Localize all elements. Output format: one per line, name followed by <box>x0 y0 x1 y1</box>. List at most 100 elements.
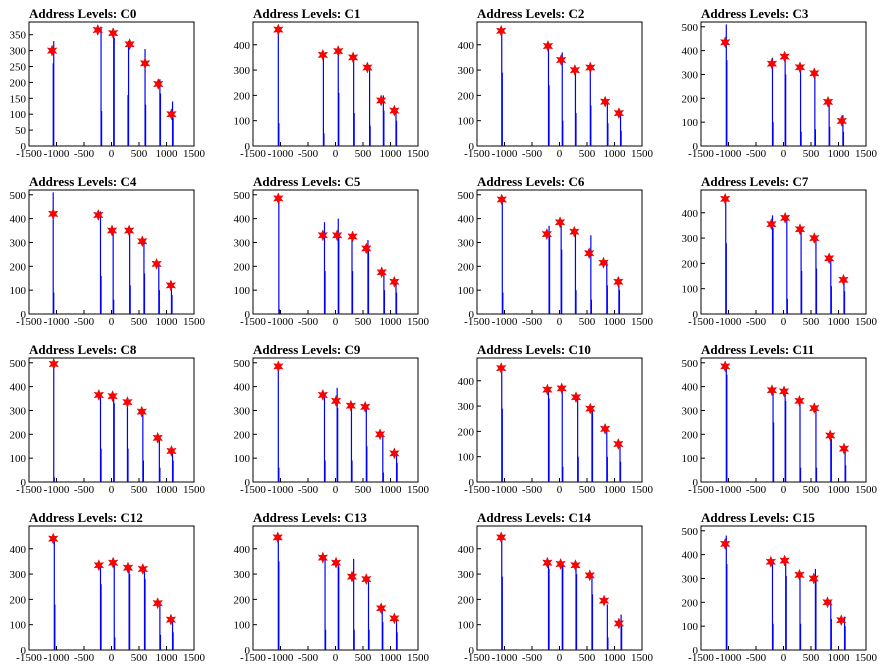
chart-title: Address Levels: C2 <box>477 6 585 21</box>
x-tick-label: -500 <box>746 316 767 328</box>
peak-marker <box>272 531 283 544</box>
x-tick-label: 0 <box>333 484 339 496</box>
peak-marker <box>317 229 329 242</box>
y-tick-label: 100 <box>682 453 699 465</box>
x-tick-label: -1500 <box>688 316 714 328</box>
x-tick-label: 0 <box>781 148 787 160</box>
y-tick-label: 100 <box>458 620 475 632</box>
y-tick-label: 100 <box>682 621 699 633</box>
chart-panel: Address Levels: C6 0 100 200 300 400 500 -1500-… <box>448 168 672 336</box>
y-tick-label: 300 <box>10 569 27 581</box>
x-tick-label: 1000 <box>156 484 179 496</box>
peak-marker <box>107 27 119 40</box>
y-tick-label: 100 <box>682 284 699 296</box>
chart-title: Address Levels: C6 <box>477 174 585 189</box>
y-tick-label: 250 <box>10 62 27 74</box>
y-tick-label: 300 <box>234 569 251 581</box>
x-tick-label: -1000 <box>492 652 518 664</box>
x-tick-label: -1500 <box>464 652 490 664</box>
peak-marker <box>389 275 400 288</box>
peak-marker <box>106 224 118 237</box>
y-tick-label: 400 <box>10 382 27 394</box>
y-tick-label: 400 <box>234 382 251 394</box>
chart-panel: Address Levels: C7 0 100 200 300 400 -1500 -100… <box>672 168 896 336</box>
x-tick-label: -1500 <box>16 652 42 664</box>
x-tick-label: 1000 <box>380 148 403 160</box>
x-tick-label: 0 <box>557 484 563 496</box>
chart-svg: 0 100 200 300 400 -1500 -1000 -500 0 500 1000 1500 <box>234 525 430 664</box>
y-tick-label: 500 <box>234 358 251 370</box>
y-tick-label: 200 <box>10 594 27 606</box>
x-tick-label: 500 <box>131 148 148 160</box>
peak-marker <box>556 382 567 395</box>
x-tick-label: 1500 <box>855 316 878 328</box>
peak-marker <box>838 273 849 286</box>
x-tick-label: 0 <box>109 148 115 160</box>
peak-marker <box>375 94 387 107</box>
x-tick-label: -1500 <box>16 484 42 496</box>
y-tick-label: 100 <box>10 109 27 121</box>
peak-marker <box>346 570 358 583</box>
y-tick-label: 100 <box>234 116 251 128</box>
peak-marker <box>333 45 344 58</box>
y-tick-label: 300 <box>10 46 27 58</box>
x-tick-label: 0 <box>781 316 787 328</box>
x-tick-label: -1000 <box>44 484 70 496</box>
chart-panel: Address Levels: C0 0 50 100 150 200 250 300 350 -… <box>0 0 224 168</box>
peak-marker <box>822 596 833 609</box>
peak-marker <box>496 193 507 206</box>
peak-marker <box>166 444 177 458</box>
y-tick-label: 100 <box>234 453 251 465</box>
chart-title: Address Levels: C3 <box>701 6 809 21</box>
peak-marker <box>92 23 103 36</box>
x-tick-label: -1000 <box>716 652 742 664</box>
chart-svg: 0 100 200 300 400 -1500 -1000 -500 0 500 1000 1500 <box>458 525 654 664</box>
x-tick-label: 0 <box>109 484 115 496</box>
x-tick-label: -500 <box>298 484 319 496</box>
y-tick-label: 200 <box>682 597 699 609</box>
peak-marker <box>599 95 611 108</box>
x-tick-label: -500 <box>74 484 95 496</box>
x-tick-label: 1500 <box>855 652 878 664</box>
peak-marker <box>766 57 778 70</box>
y-tick-label: 0 <box>693 309 699 321</box>
x-tick-label: 500 <box>131 652 148 664</box>
x-tick-label: 1000 <box>156 148 179 160</box>
x-tick-label: 500 <box>803 484 820 496</box>
y-tick-label: 300 <box>682 69 699 81</box>
y-tick-label: 100 <box>458 116 475 128</box>
x-tick-label: -1500 <box>464 484 490 496</box>
x-tick-label: 0 <box>557 148 563 160</box>
y-tick-label: 400 <box>234 40 251 52</box>
peak-marker <box>719 537 731 550</box>
peak-marker <box>107 556 119 569</box>
y-tick-label: 0 <box>21 141 27 153</box>
x-tick-label: 1000 <box>828 316 851 328</box>
x-tick-label: 1500 <box>183 652 206 664</box>
x-tick-label: -500 <box>74 652 95 664</box>
peak-marker <box>585 61 596 74</box>
peak-marker <box>570 559 581 572</box>
x-tick-label: 0 <box>333 316 339 328</box>
chart-title: Address Levels: C11 <box>701 342 815 357</box>
peak-marker <box>122 561 134 574</box>
peak-marker <box>584 569 595 582</box>
chart-title: Address Levels: C7 <box>701 174 809 189</box>
x-tick-label: 0 <box>333 652 339 664</box>
x-tick-label: 1000 <box>156 652 179 664</box>
x-tick-label: 0 <box>781 484 787 496</box>
peak-marker <box>331 229 343 242</box>
peak-marker <box>93 559 105 572</box>
plot-frame <box>252 189 419 315</box>
peak-marker <box>613 275 624 288</box>
x-tick-label: 1500 <box>183 148 206 160</box>
peak-marker <box>599 422 611 435</box>
peak-marker <box>165 613 177 626</box>
x-tick-label: -500 <box>522 484 543 496</box>
x-tick-label: 500 <box>579 484 596 496</box>
x-tick-label: 0 <box>109 652 115 664</box>
peak-marker <box>542 383 553 396</box>
x-tick-label: 1000 <box>380 652 403 664</box>
peak-marker <box>779 50 790 63</box>
y-tick-label: 300 <box>682 573 699 585</box>
